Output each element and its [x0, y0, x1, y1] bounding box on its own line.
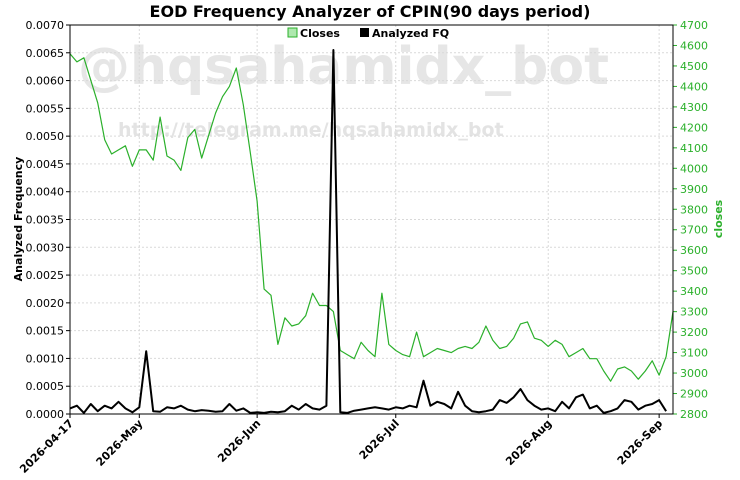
chart-title: EOD Frequency Analyzer of CPIN(90 days p…: [150, 2, 591, 21]
right-axis-ticks: 2800 2900 3000 3100 3200 3300 3400 3500 3600 3700…: [673, 19, 708, 421]
left-tick-label: 0.0035: [26, 214, 65, 227]
right-tick-label: 3700: [680, 224, 708, 237]
right-tick-label: 2800: [680, 408, 708, 421]
plot-frame: [69, 24, 674, 415]
right-tick-label: 3000: [680, 367, 708, 380]
right-tick-label: 4200: [680, 121, 708, 134]
left-tick-label: 0.0020: [26, 297, 65, 310]
left-tick-label: 0.0025: [26, 269, 65, 282]
left-tick-label: 0.0000: [26, 408, 65, 421]
right-tick-label: 3600: [680, 244, 708, 257]
y-axis-label-left: Analyzed Frequency: [12, 157, 25, 282]
legend-label-closes: Closes: [300, 27, 340, 40]
right-tick-label: 3800: [680, 203, 708, 216]
legend: Closes Analyzed FQ: [287, 27, 449, 40]
right-tick-label: 4300: [680, 101, 708, 114]
series-line-analyzed-fq: [69, 49, 667, 414]
right-tick-label: 2900: [680, 388, 708, 401]
right-tick-label: 3100: [680, 347, 708, 360]
right-tick-label: 4400: [680, 80, 708, 93]
right-tick-label: 3300: [680, 306, 708, 319]
right-tick-label: 3200: [680, 326, 708, 339]
left-tick-label: 0.0005: [26, 380, 65, 393]
watermark-small: http://telegram.me/hqsahamidx_bot: [118, 119, 504, 141]
right-tick-label: 4600: [680, 39, 708, 52]
left-tick-label: 0.0070: [26, 19, 65, 32]
right-tick-label: 4700: [680, 19, 708, 32]
left-tick-label: 0.0060: [26, 75, 65, 88]
y-axis-label-right: closes: [712, 199, 725, 238]
right-tick-label: 4500: [680, 60, 708, 73]
left-tick-label: 0.0045: [26, 158, 65, 171]
right-tick-label: 3400: [680, 285, 708, 298]
legend-label-analyzed-fq: Analyzed FQ: [372, 27, 449, 40]
watermark-large: @hqsahamidx_bot: [78, 37, 609, 97]
left-tick-label: 0.0040: [26, 186, 65, 199]
left-tick-label: 0.0065: [26, 47, 65, 60]
right-tick-label: 3900: [680, 183, 708, 196]
left-tick-label: 0.0015: [26, 325, 65, 338]
left-tick-label: 0.0050: [26, 130, 65, 143]
series: [69, 49, 674, 414]
right-tick-label: 4100: [680, 142, 708, 155]
right-tick-label: 3500: [680, 265, 708, 278]
left-tick-label: 0.0030: [26, 241, 65, 254]
right-tick-label: 4000: [680, 162, 708, 175]
left-tick-label: 0.0010: [26, 352, 65, 365]
legend-swatch-analyzed-fq: [360, 28, 369, 37]
legend-swatch-closes: [287, 27, 298, 38]
series-line-closes: [69, 53, 674, 382]
left-axis-ticks: 0.0000 0.0005 0.0010 0.0015 0.0020 0.0025 0.00…: [26, 19, 70, 421]
left-tick-label: 0.0055: [26, 102, 65, 115]
